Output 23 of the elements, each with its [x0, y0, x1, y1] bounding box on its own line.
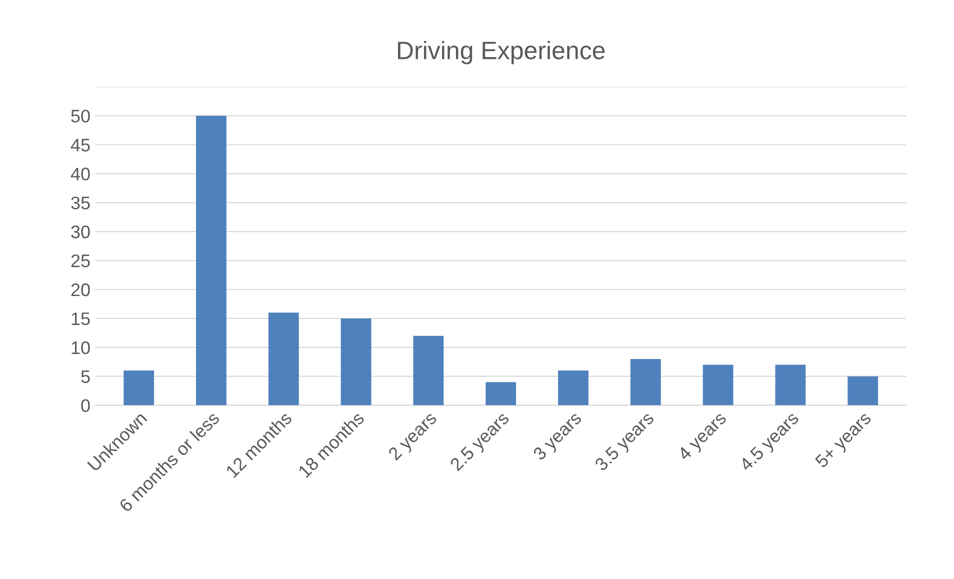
y-tick-label: 15 [72, 312, 90, 326]
y-tick-label: 10 [72, 341, 90, 354]
bar [196, 116, 226, 406]
bar [340, 318, 372, 406]
y-tick-label: 20 [71, 283, 90, 296]
bar [775, 364, 806, 406]
bar [413, 336, 444, 406]
bar [268, 312, 299, 406]
bar [630, 358, 661, 406]
bar [848, 376, 878, 406]
y-tick-label: 25 [71, 254, 90, 268]
bar [486, 382, 516, 406]
y-tick-label: 30 [71, 226, 90, 238]
bar [558, 370, 588, 406]
chart-title: Driving Experience [398, 40, 605, 64]
y-tick-label: 50 [71, 110, 90, 123]
y-tick-label: 45 [70, 138, 90, 152]
y-tick-label: 35 [71, 196, 90, 210]
bar [124, 370, 154, 406]
bar [702, 364, 734, 406]
y-tick-label: 40 [70, 168, 90, 180]
y-tick-label: 0 [81, 399, 90, 412]
y-tick-label: 5 [81, 370, 90, 384]
